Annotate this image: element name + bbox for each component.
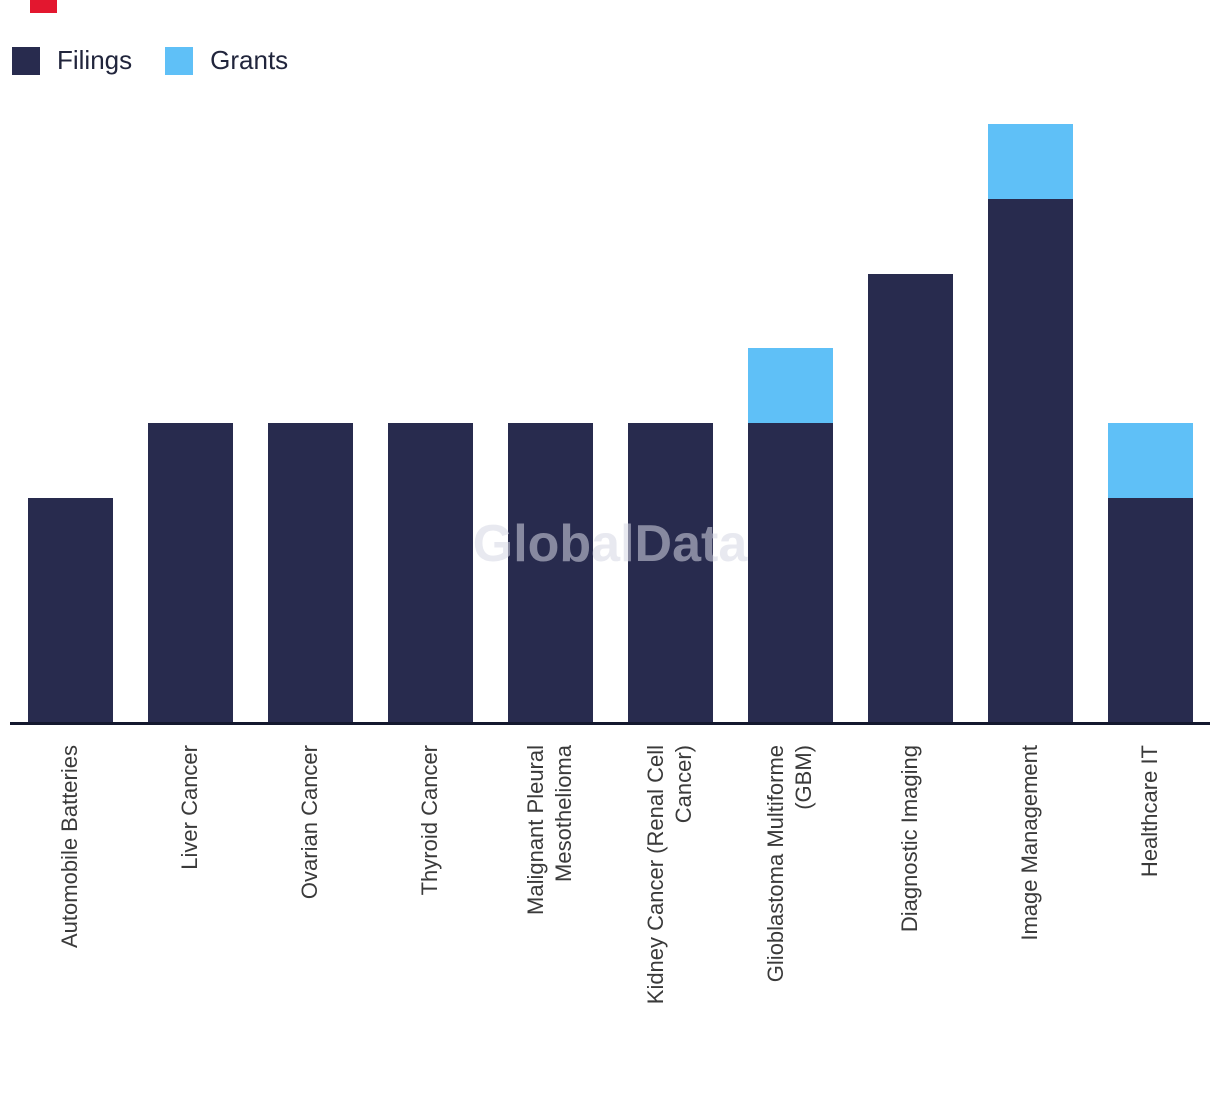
bar-segment-grants[interactable] [988,124,1073,199]
bar-segment-filings[interactable] [388,423,473,722]
globaldata-brand-mark [30,0,57,13]
chart-legend: Filings Grants [12,45,321,76]
bar-segment-filings[interactable] [868,274,953,722]
bar-segment-filings[interactable] [268,423,353,722]
x-axis-label: Healthcare IT [1137,745,1162,878]
legend-label-grants: Grants [210,45,289,75]
x-axis-label: Kidney Cancer (Renal Cell Cancer) [643,745,696,1005]
x-axis-label: Malignant Pleural Mesothelioma [523,745,576,915]
x-axis-label: Thyroid Cancer [417,745,442,896]
grants-color-swatch [165,46,194,75]
bar-segment-filings[interactable] [988,199,1073,722]
x-axis-label: Diagnostic Imaging [897,745,922,933]
bar-segment-grants[interactable] [1108,423,1193,498]
x-axis-label: Image Management [1017,745,1042,941]
bar-segment-filings[interactable] [148,423,233,722]
bar-segment-grants[interactable] [748,348,833,423]
bar-segment-filings[interactable] [508,423,593,722]
bar-segment-filings[interactable] [748,423,833,722]
legend-label-filings: Filings [57,45,133,75]
x-axis-label: Liver Cancer [177,745,202,870]
bar-segment-filings[interactable] [1108,498,1193,722]
bar-segment-filings[interactable] [28,498,113,722]
filings-color-swatch [12,46,40,75]
bar-segment-filings[interactable] [628,423,713,722]
legend-item-grants[interactable]: Grants [165,45,288,76]
x-axis-label: Ovarian Cancer [297,745,322,900]
x-axis-line [10,722,1210,725]
legend-item-filings[interactable]: Filings [12,45,132,76]
x-axis-label: Automobile Batteries [57,745,82,948]
x-axis-label: Glioblastoma Multiforme (GBM) [763,745,816,983]
